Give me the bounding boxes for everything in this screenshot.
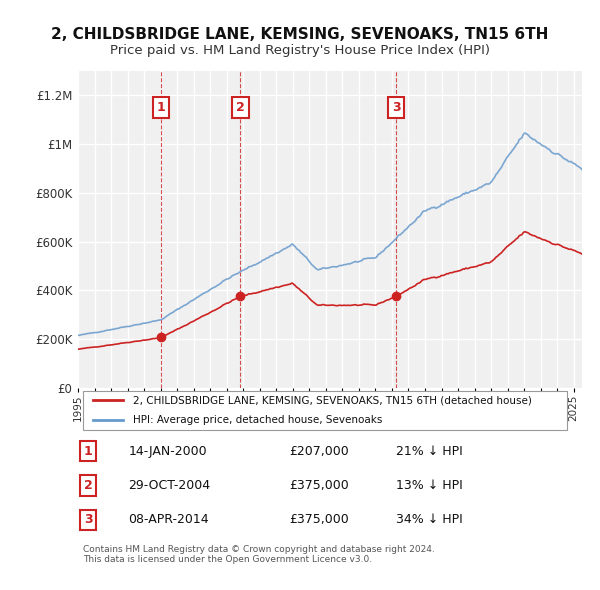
Text: 1: 1 bbox=[84, 445, 92, 458]
Text: £207,000: £207,000 bbox=[290, 445, 349, 458]
FancyBboxPatch shape bbox=[83, 391, 567, 430]
Text: £375,000: £375,000 bbox=[290, 479, 349, 492]
Text: 3: 3 bbox=[392, 101, 401, 114]
Text: 2: 2 bbox=[236, 101, 245, 114]
Text: £375,000: £375,000 bbox=[290, 513, 349, 526]
Text: HPI: Average price, detached house, Sevenoaks: HPI: Average price, detached house, Seve… bbox=[133, 415, 383, 425]
Text: 29-OCT-2004: 29-OCT-2004 bbox=[128, 479, 211, 492]
Text: 34% ↓ HPI: 34% ↓ HPI bbox=[395, 513, 462, 526]
Text: Price paid vs. HM Land Registry's House Price Index (HPI): Price paid vs. HM Land Registry's House … bbox=[110, 44, 490, 57]
Text: 1: 1 bbox=[157, 101, 166, 114]
Text: 2, CHILDSBRIDGE LANE, KEMSING, SEVENOAKS, TN15 6TH: 2, CHILDSBRIDGE LANE, KEMSING, SEVENOAKS… bbox=[52, 27, 548, 41]
Text: 13% ↓ HPI: 13% ↓ HPI bbox=[395, 479, 462, 492]
Text: 2: 2 bbox=[84, 479, 92, 492]
Text: 3: 3 bbox=[84, 513, 92, 526]
Text: 08-APR-2014: 08-APR-2014 bbox=[128, 513, 209, 526]
Text: Contains HM Land Registry data © Crown copyright and database right 2024.
This d: Contains HM Land Registry data © Crown c… bbox=[83, 545, 435, 565]
Text: 2, CHILDSBRIDGE LANE, KEMSING, SEVENOAKS, TN15 6TH (detached house): 2, CHILDSBRIDGE LANE, KEMSING, SEVENOAKS… bbox=[133, 395, 532, 405]
Text: 21% ↓ HPI: 21% ↓ HPI bbox=[395, 445, 462, 458]
Text: 14-JAN-2000: 14-JAN-2000 bbox=[128, 445, 207, 458]
